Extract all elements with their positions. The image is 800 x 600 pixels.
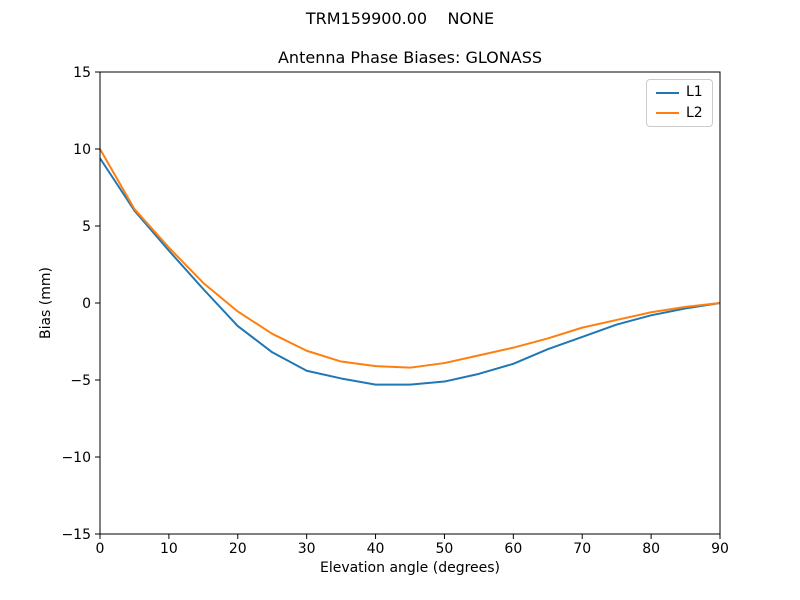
- x-tick-label: 70: [573, 541, 591, 557]
- series-line-l1: [99, 157, 721, 386]
- axes-frame: [99, 71, 721, 535]
- legend-label-l2: L2: [686, 104, 703, 121]
- x-tick-label: 0: [96, 541, 105, 557]
- series-line-l2: [99, 148, 721, 369]
- legend-label-l1: L1: [686, 84, 703, 100]
- x-tick-label: 80: [642, 541, 660, 557]
- x-tick-label: 90: [711, 541, 729, 557]
- y-tick-label: −5: [70, 373, 91, 389]
- y-tick-label: 5: [82, 219, 91, 235]
- legend-entry-l1: L1: [656, 84, 703, 102]
- legend-line-l1-icon: [656, 91, 679, 94]
- y-tick-label: −15: [61, 527, 91, 543]
- y-tick-label: 15: [73, 65, 91, 81]
- x-tick-label: 50: [436, 541, 454, 557]
- figure-suptitle: TRM159900.00 NONE: [305, 9, 495, 28]
- chart-title: Antenna Phase Biases: GLONASS: [277, 48, 542, 67]
- x-axis-label: Elevation angle (degrees): [319, 560, 501, 576]
- y-tick-label: 0: [82, 296, 91, 312]
- x-tick-label: 30: [298, 541, 316, 557]
- y-tick-label: −10: [61, 450, 91, 466]
- legend-entry-l2: L2: [656, 105, 703, 123]
- x-tick-label: 10: [160, 541, 178, 557]
- x-tick-label: 20: [229, 541, 247, 557]
- x-tick-label: 60: [504, 541, 522, 557]
- legend-line-l2-icon: [656, 112, 679, 115]
- x-tick-label: 40: [367, 541, 385, 557]
- y-axis-label: Bias (mm): [38, 266, 54, 340]
- y-tick-label: 10: [73, 142, 91, 158]
- legend: L1 L2: [646, 79, 713, 127]
